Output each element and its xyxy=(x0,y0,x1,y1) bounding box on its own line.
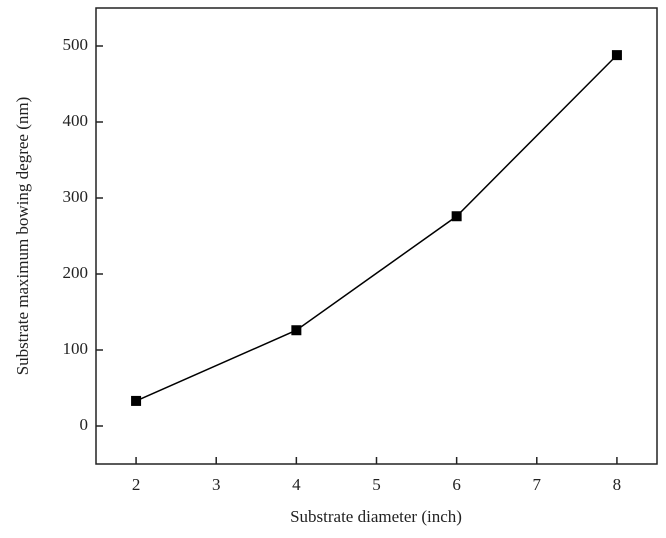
y-tick-label: 200 xyxy=(63,263,89,282)
marker xyxy=(611,50,622,61)
y-tick-label: 100 xyxy=(63,339,89,358)
x-tick-label: 3 xyxy=(212,475,221,494)
x-axis-title: Substrate diameter (inch) xyxy=(290,507,462,526)
marker xyxy=(131,395,142,406)
series-line xyxy=(135,54,618,402)
y-axis-title: Substrate maximum bowing degree (nm) xyxy=(13,97,32,376)
y-tick-label: 500 xyxy=(63,35,89,54)
x-tick-label: 2 xyxy=(132,475,141,494)
x-tick-label: 5 xyxy=(372,475,381,494)
y-tick-label: 400 xyxy=(63,111,89,130)
y-tick-label: 300 xyxy=(63,187,89,206)
x-tick-label: 4 xyxy=(292,475,301,494)
x-tick-label: 6 xyxy=(452,475,461,494)
x-tick-label: 8 xyxy=(613,475,622,494)
marker xyxy=(451,211,462,222)
y-tick-label: 0 xyxy=(80,415,89,434)
x-tick-label: 7 xyxy=(533,475,542,494)
marker xyxy=(291,325,302,336)
plot-frame xyxy=(95,7,658,465)
